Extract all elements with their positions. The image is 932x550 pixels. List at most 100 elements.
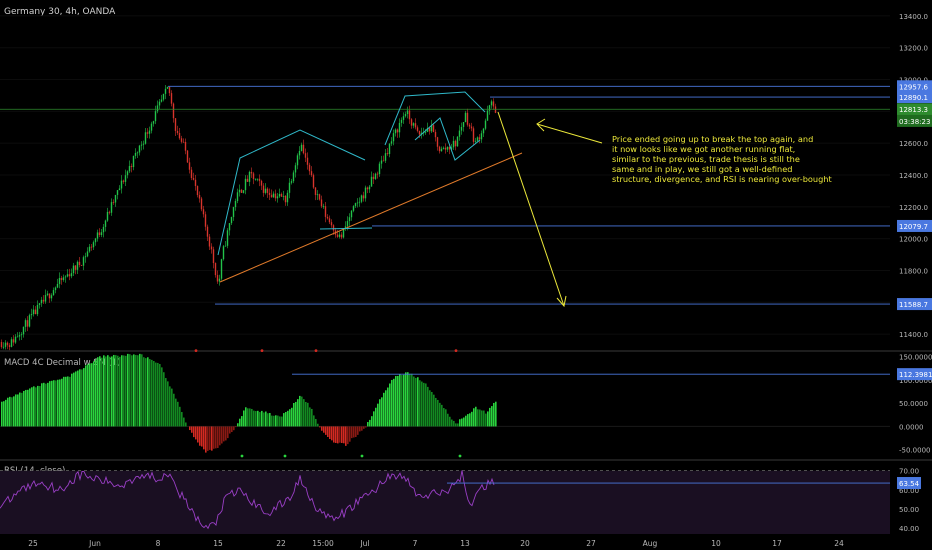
candle-body bbox=[90, 246, 93, 248]
candle-body bbox=[204, 214, 207, 227]
macd-bar bbox=[449, 416, 451, 427]
candle-body bbox=[206, 226, 209, 237]
rsi-value-label: 63.54 bbox=[899, 480, 920, 488]
candle-body bbox=[44, 295, 47, 302]
candle-body bbox=[174, 118, 177, 131]
candle-body bbox=[100, 232, 103, 236]
macd-bar bbox=[109, 356, 111, 427]
price-tick-label: 13400.0 bbox=[899, 13, 928, 21]
candle-body bbox=[336, 234, 339, 237]
time-tick-label: 27 bbox=[586, 539, 596, 548]
candle-body bbox=[138, 145, 141, 153]
candle-body bbox=[148, 130, 151, 134]
macd-bar bbox=[181, 412, 183, 427]
macd-tick-label: 150.0000 bbox=[899, 354, 932, 362]
candle-body bbox=[342, 228, 345, 238]
projection-arrow bbox=[497, 111, 565, 307]
candle-body bbox=[8, 345, 11, 347]
annotation-pointer bbox=[536, 123, 603, 144]
candle-body bbox=[94, 238, 97, 243]
macd-bar bbox=[213, 426, 215, 449]
macd-bar bbox=[165, 378, 167, 427]
macd-histogram bbox=[0, 349, 890, 458]
candle-body bbox=[218, 278, 221, 282]
macd-bar bbox=[65, 376, 67, 427]
macd-bar bbox=[67, 376, 69, 427]
annotation-text: Price ended going up to break the top ag… bbox=[612, 134, 832, 184]
candle-body bbox=[16, 336, 19, 338]
macd-bar bbox=[389, 383, 391, 427]
candle-body bbox=[400, 119, 403, 123]
macd-bar bbox=[61, 378, 63, 427]
macd-bar bbox=[185, 422, 187, 427]
macd-bar bbox=[489, 407, 491, 427]
macd-bar bbox=[27, 389, 29, 427]
macd-bar bbox=[127, 353, 129, 427]
candle-body bbox=[376, 173, 379, 175]
macd-bar bbox=[139, 353, 141, 427]
macd-bar bbox=[1, 401, 3, 427]
macd-bar bbox=[321, 426, 323, 431]
candle-body bbox=[362, 195, 365, 199]
candle-body bbox=[448, 146, 451, 150]
candle-body bbox=[124, 175, 127, 182]
macd-bar bbox=[419, 380, 421, 427]
macd-bar bbox=[473, 408, 475, 427]
price-label: 11588.7 bbox=[899, 301, 928, 309]
candle-body bbox=[322, 206, 325, 208]
candle-body bbox=[110, 202, 113, 213]
macd-bar bbox=[343, 426, 345, 444]
candle-body bbox=[360, 195, 363, 202]
macd-bar bbox=[183, 417, 185, 427]
macd-bar bbox=[247, 408, 249, 427]
candle-body bbox=[280, 193, 283, 197]
candle-body bbox=[32, 309, 35, 315]
candle-body bbox=[0, 342, 3, 347]
macd-bar bbox=[157, 362, 159, 427]
candle-body bbox=[262, 185, 265, 193]
candle-body bbox=[418, 130, 421, 135]
macd-axis: 150.0000 100.0000 50.0000 0.0000 -50.0000 112… bbox=[897, 354, 932, 455]
macd-bar bbox=[317, 423, 319, 427]
macd-bar bbox=[145, 358, 147, 427]
candle-body bbox=[410, 119, 413, 126]
macd-bar bbox=[231, 426, 233, 433]
candle-body bbox=[292, 172, 295, 182]
macd-bar bbox=[411, 373, 413, 427]
candle-body bbox=[462, 122, 465, 127]
macd-bar bbox=[289, 409, 291, 427]
macd-signal-dot bbox=[283, 454, 287, 458]
candle-body bbox=[480, 133, 483, 140]
price-label: 12813.3 bbox=[899, 106, 928, 114]
candle-body bbox=[50, 295, 53, 299]
candle-body bbox=[382, 160, 385, 162]
candle-body bbox=[152, 121, 155, 124]
candle-body bbox=[358, 201, 361, 203]
candle-body bbox=[324, 206, 327, 217]
candle-body bbox=[190, 169, 193, 179]
candle-body bbox=[380, 160, 383, 164]
macd-bar bbox=[369, 419, 371, 427]
candle-body bbox=[486, 110, 489, 121]
candle-body bbox=[472, 128, 475, 142]
macd-bar bbox=[487, 411, 489, 427]
macd-bar bbox=[69, 376, 71, 427]
macd-bar bbox=[393, 378, 395, 427]
price-label: 12890.1 bbox=[899, 94, 928, 102]
candle-body bbox=[454, 140, 457, 147]
macd-bar bbox=[175, 398, 177, 427]
time-tick-label: 22 bbox=[276, 539, 286, 548]
macd-bar bbox=[483, 410, 485, 427]
price-label: 03:38:23 bbox=[899, 118, 930, 126]
price-tick-label: 12000.0 bbox=[899, 236, 928, 244]
macd-bar bbox=[323, 426, 325, 433]
macd-bar bbox=[267, 413, 269, 427]
price-candles bbox=[0, 84, 497, 351]
macd-bar bbox=[237, 423, 239, 427]
candle-body bbox=[256, 178, 259, 180]
macd-bar bbox=[253, 410, 255, 427]
macd-bar bbox=[439, 402, 441, 427]
candle-body bbox=[356, 202, 359, 204]
candle-body bbox=[232, 207, 235, 218]
